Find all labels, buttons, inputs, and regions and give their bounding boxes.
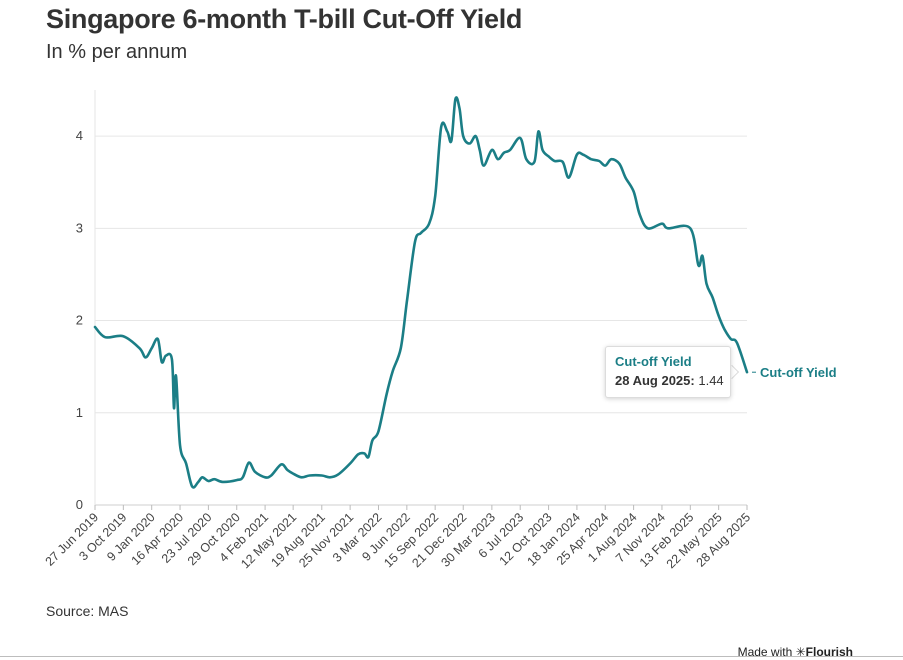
y-tick-label: 2 [76, 313, 83, 328]
y-tick-label: 1 [76, 405, 83, 420]
y-axis: 0 1 2 3 4 [76, 90, 96, 512]
flourish-logo: ✳Flourish [795, 645, 853, 659]
y-tick-label: 4 [76, 128, 83, 143]
footer-divider [0, 656, 903, 657]
end-labels: Cut-off Yield [752, 365, 837, 380]
series-end-label: Cut-off Yield [760, 365, 837, 380]
source-note: Source: MAS [46, 603, 129, 619]
flourish-credit[interactable]: Made with ✳Flourish [738, 645, 853, 659]
tooltip-value: 1.44 [698, 373, 724, 388]
credit-prefix: Made with [737, 645, 796, 659]
tooltip-row: 28 Aug 2025: 1.44 [615, 373, 724, 388]
tooltip-date: 28 Aug 2025: [615, 373, 695, 388]
y-tick-label: 3 [76, 220, 83, 235]
chart-subtitle: In % per annum [46, 41, 188, 63]
y-tick-label: 0 [76, 497, 83, 512]
gridlines [95, 135, 747, 506]
series-group [93, 96, 749, 489]
series-line-cut-off-yield[interactable] [93, 96, 749, 489]
chart-title: Singapore 6-month T-bill Cut-Off Yield [46, 4, 523, 34]
tooltip: Cut-off Yield 28 Aug 2025: 1.44 [605, 346, 731, 398]
tooltip-series-name: Cut-off Yield [615, 354, 692, 369]
